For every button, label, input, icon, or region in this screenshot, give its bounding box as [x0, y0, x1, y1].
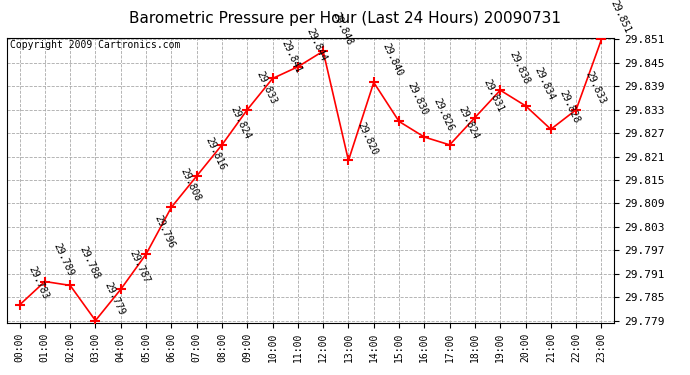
Text: 29.820: 29.820 [355, 120, 380, 156]
Text: 29.841: 29.841 [279, 38, 304, 74]
Text: 29.840: 29.840 [381, 42, 404, 78]
Text: 29.787: 29.787 [128, 249, 152, 285]
Text: 29.789: 29.789 [52, 241, 76, 278]
Text: 29.844: 29.844 [305, 27, 328, 63]
Text: 29.783: 29.783 [26, 265, 50, 301]
Text: 29.851: 29.851 [609, 0, 632, 35]
Text: 29.833: 29.833 [583, 69, 607, 105]
Text: 29.838: 29.838 [507, 50, 531, 86]
Text: 29.826: 29.826 [431, 97, 455, 133]
Text: 29.848: 29.848 [330, 11, 354, 47]
Text: 29.833: 29.833 [254, 69, 278, 105]
Text: 29.831: 29.831 [482, 77, 506, 113]
Text: Copyright 2009 Cartronics.com: Copyright 2009 Cartronics.com [10, 40, 180, 50]
Text: 29.824: 29.824 [229, 105, 253, 141]
Text: Barometric Pressure per Hour (Last 24 Hours) 20090731: Barometric Pressure per Hour (Last 24 Ho… [129, 11, 561, 26]
Text: 29.816: 29.816 [204, 136, 228, 172]
Text: 29.788: 29.788 [77, 245, 101, 281]
Text: 29.824: 29.824 [457, 105, 480, 141]
Text: 29.779: 29.779 [102, 280, 126, 316]
Text: 29.834: 29.834 [533, 66, 556, 102]
Text: 29.796: 29.796 [153, 214, 177, 250]
Text: 29.808: 29.808 [178, 167, 202, 203]
Text: 29.830: 29.830 [406, 81, 430, 117]
Text: 29.828: 29.828 [558, 89, 582, 125]
